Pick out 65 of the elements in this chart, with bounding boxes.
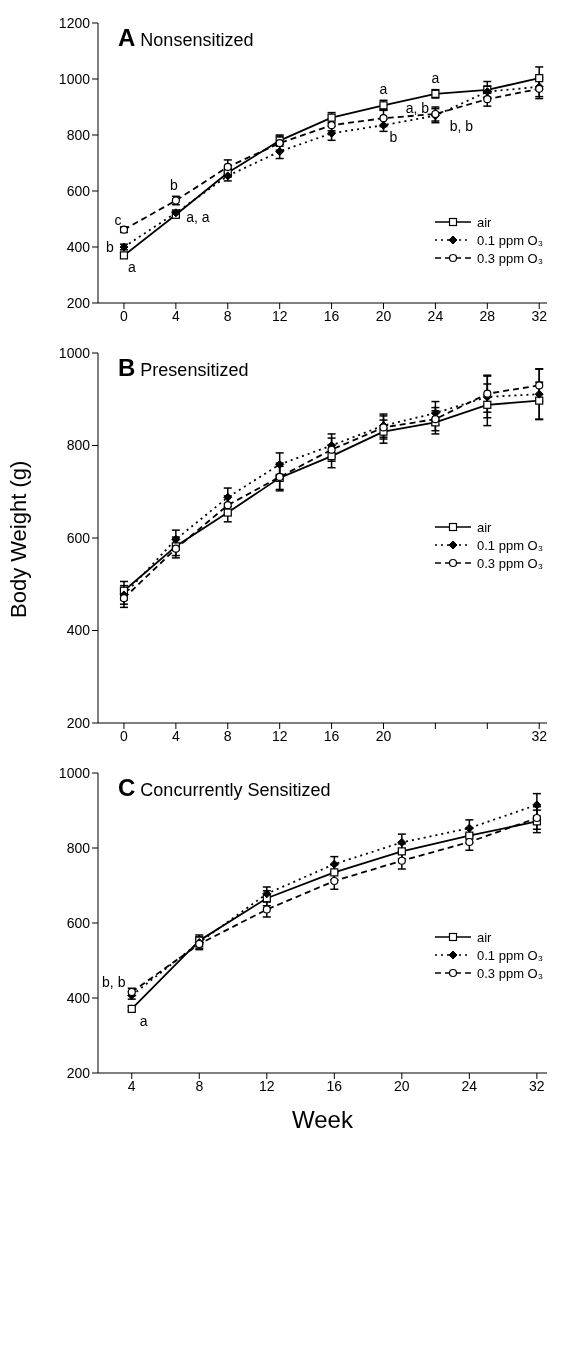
annotation: b, b: [449, 117, 474, 134]
y-tick-label: 200: [66, 714, 91, 731]
x-tick-label: 32: [529, 1077, 545, 1094]
y-tick-label: 600: [66, 914, 91, 931]
y-tick-label: 800: [66, 437, 91, 454]
x-tick-label: 8: [223, 727, 232, 744]
annotation: a: [431, 69, 440, 86]
y-tick-label: 400: [66, 238, 91, 255]
legend-label: 0.3 ppm O₃: [477, 555, 543, 571]
legend-label: air: [477, 929, 492, 945]
x-tick-label: 24: [461, 1077, 478, 1094]
y-axis-title: Body Weight (g): [5, 460, 31, 618]
legend-label: 0.1 ppm O₃: [477, 537, 543, 553]
x-tick-label: 12: [271, 307, 288, 324]
y-tick-label: 800: [66, 126, 91, 143]
annotation: b, b: [102, 974, 126, 990]
annotation: b: [106, 239, 115, 255]
x-tick-label: 20: [375, 727, 392, 744]
x-tick-label: 4: [171, 727, 180, 744]
annotation: c: [114, 211, 122, 228]
x-tick-label: 32: [531, 307, 548, 324]
x-tick-label: 20: [375, 307, 392, 324]
annotation: b: [169, 176, 178, 193]
x-tick-label: 24: [427, 307, 444, 324]
x-tick-label: 32: [531, 727, 548, 744]
x-tick-label: 16: [326, 1077, 343, 1094]
y-tick-label: 200: [66, 1064, 91, 1081]
x-tick-label: 8: [223, 307, 232, 324]
chart-title: A Nonsensitized: [118, 24, 254, 52]
legend-label: 0.3 ppm O₃: [477, 965, 543, 981]
annotation: a, a: [186, 208, 210, 225]
y-tick-label: 600: [66, 529, 91, 546]
x-tick-label: 16: [323, 727, 340, 744]
chart-title: C Concurrently Sensitized: [118, 774, 331, 802]
legend-label: 0.3 ppm O₃: [477, 250, 543, 266]
y-tick-label: 400: [66, 989, 91, 1006]
x-tick-label: 4: [127, 1077, 136, 1094]
y-tick-label: 200: [66, 294, 91, 311]
x-tick-label: 0: [120, 307, 129, 324]
annotation: a: [128, 259, 137, 276]
annotation: a, b: [405, 100, 430, 117]
legend-label: 0.1 ppm O₃: [477, 232, 543, 248]
annotation: a: [379, 81, 388, 98]
x-tick-label: 8: [195, 1077, 204, 1094]
y-tick-label: 1000: [58, 70, 91, 87]
y-tick-label: 1000: [58, 764, 91, 781]
annotation: b: [389, 129, 398, 146]
x-tick-label: 20: [394, 1077, 410, 1094]
x-tick-label: 12: [259, 1077, 275, 1094]
y-tick-label: 800: [66, 839, 91, 856]
x-tick-label: 16: [323, 307, 340, 324]
legend-label: 0.1 ppm O₃: [477, 947, 543, 963]
x-tick-label: 4: [171, 307, 180, 324]
legend-label: air: [477, 214, 492, 230]
y-tick-label: 1200: [58, 14, 91, 31]
chart-title: B Presensitized: [118, 354, 249, 382]
x-tick-label: 0: [120, 727, 129, 744]
legend-label: air: [477, 519, 492, 535]
x-tick-label: 28: [479, 307, 496, 324]
annotation: a: [139, 1012, 148, 1029]
x-axis-title: Week: [292, 1106, 354, 1133]
x-tick-label: 12: [271, 727, 288, 744]
y-tick-label: 400: [66, 622, 91, 639]
y-tick-label: 600: [66, 182, 91, 199]
y-tick-label: 1000: [58, 344, 91, 361]
